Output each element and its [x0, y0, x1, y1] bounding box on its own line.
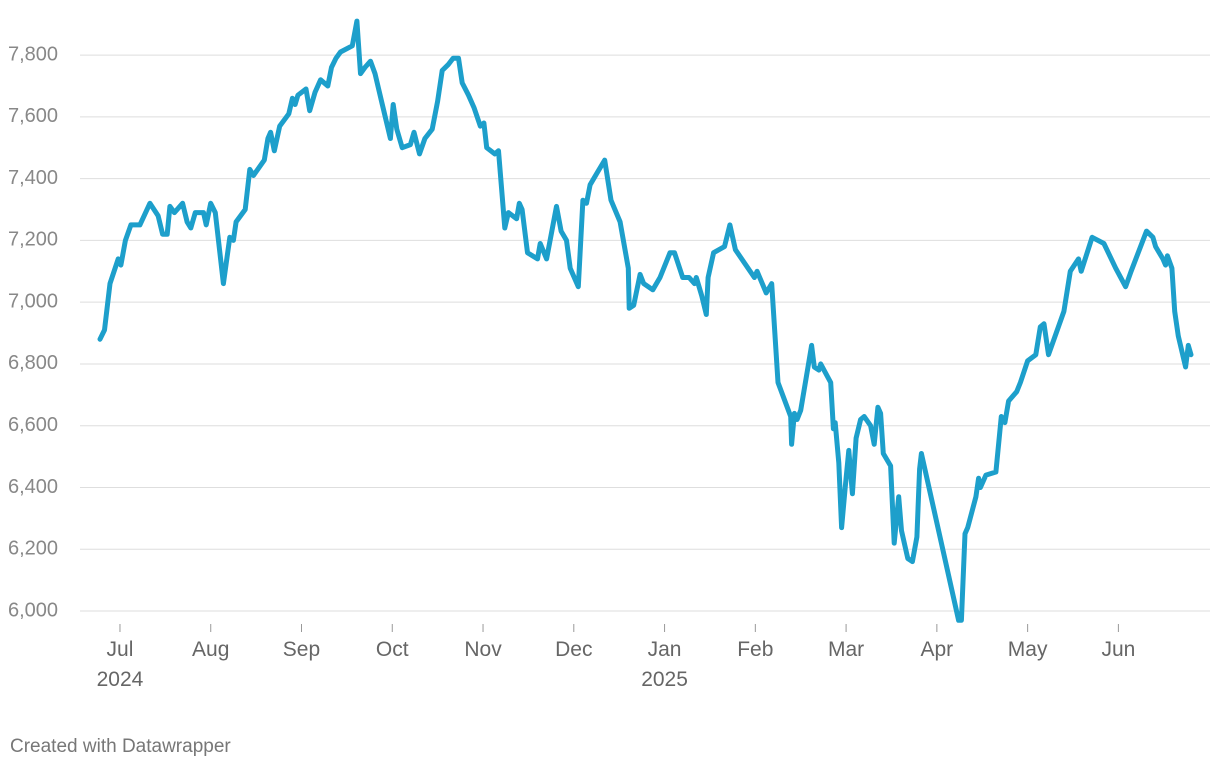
footer: Created with Datawrapper: [10, 736, 231, 757]
x-tick-label: Oct: [376, 638, 409, 661]
x-tick-year: 2024: [97, 668, 144, 691]
x-tick-label: Aug: [192, 638, 229, 661]
y-tick-label: 6,400: [8, 476, 58, 498]
x-tick-label: Dec: [555, 638, 592, 661]
x-tick-label: Jan: [648, 638, 682, 661]
x-tick-label: Mar: [828, 638, 864, 661]
x-tick-label: Feb: [737, 638, 773, 661]
x-tick-year: 2025: [641, 668, 688, 691]
y-tick-label: 7,600: [8, 105, 58, 127]
x-tick-label: May: [1008, 638, 1048, 661]
x-tick-label: Sep: [283, 638, 320, 661]
x-tick-label: Jul: [107, 638, 134, 661]
y-tick-label: 6,800: [8, 352, 58, 374]
y-tick-label: 6,000: [8, 599, 58, 621]
x-tick-label: Apr: [921, 638, 954, 661]
y-tick-label: 6,200: [8, 538, 58, 560]
line: [97, 18, 1194, 623]
x-tick-label: Nov: [464, 638, 502, 661]
y-tick-label: 7,000: [8, 290, 58, 312]
y-tick-label: 6,600: [8, 414, 58, 436]
y-tick-label: 7,400: [8, 167, 58, 189]
y-tick-label: 7,200: [8, 229, 58, 251]
y-tick-label: 7,800: [8, 43, 58, 65]
x-tick-label: Jun: [1101, 638, 1135, 661]
